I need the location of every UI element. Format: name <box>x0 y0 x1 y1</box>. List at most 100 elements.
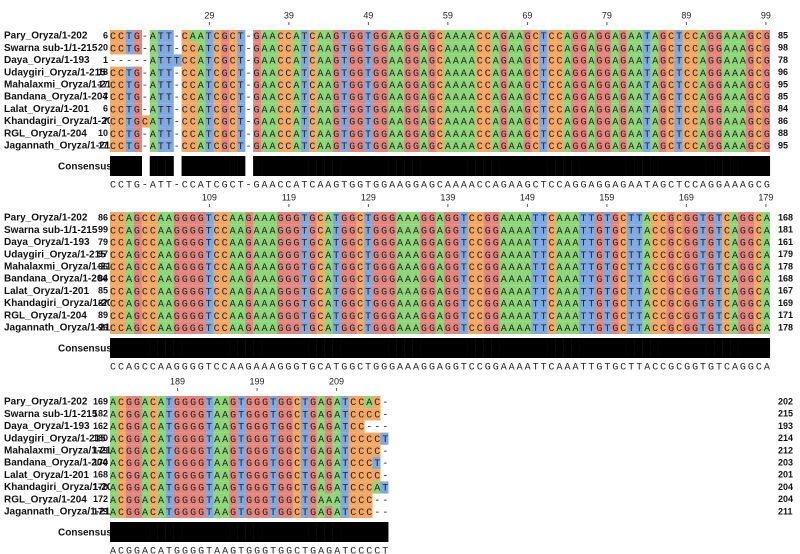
residue-cell <box>690 224 699 237</box>
residue-cell <box>515 273 524 286</box>
residue-cell <box>451 224 460 237</box>
residue-cell <box>507 273 516 286</box>
residue-cell <box>213 30 222 43</box>
residue-cell <box>300 408 309 421</box>
residue-cell <box>229 66 238 79</box>
residue-cell <box>332 481 341 494</box>
residue-cell <box>483 91 492 104</box>
residue-cell <box>531 54 540 67</box>
residue-cell <box>698 115 707 128</box>
residue-cell <box>539 224 548 237</box>
residue-cell <box>261 30 270 43</box>
residue-cell <box>714 103 723 116</box>
residue-cell <box>372 42 381 55</box>
residue-cell <box>229 236 238 249</box>
residue-cell <box>634 103 643 116</box>
residue-cell <box>308 309 317 322</box>
consensus-bar <box>253 522 262 542</box>
ruler-label: 99 <box>761 10 771 20</box>
residue-cell <box>269 54 278 67</box>
residue-cell <box>571 248 580 261</box>
residue-cell <box>149 505 158 518</box>
residue-cell <box>117 78 127 91</box>
residue-cell <box>110 297 119 310</box>
residue-cell <box>245 457 254 470</box>
residue-cell <box>634 297 643 310</box>
residue-cell <box>571 297 580 310</box>
residue-cell <box>571 321 580 334</box>
residue-cell <box>547 54 556 67</box>
consensus-bar <box>587 156 596 176</box>
residue-cell <box>165 309 174 322</box>
residue-cell <box>396 78 405 91</box>
residue-cell <box>125 420 135 433</box>
residue-cell <box>149 42 158 55</box>
residue-cell <box>523 91 532 104</box>
residue-cell <box>658 285 667 298</box>
consensus-bar <box>698 338 707 358</box>
residue-cell <box>173 493 182 506</box>
residue-cell <box>642 78 651 91</box>
residue-cell <box>467 321 476 334</box>
consensus-bar <box>213 338 222 358</box>
start-position: 89 <box>98 310 108 320</box>
residue-cell <box>555 42 564 55</box>
residue-cell <box>698 248 707 261</box>
residue-cell <box>221 66 230 79</box>
residue-cell <box>539 212 548 225</box>
residue-cell <box>316 66 325 79</box>
residue-cell <box>245 469 254 482</box>
residue-cell <box>746 260 755 273</box>
residue-cell <box>412 66 421 79</box>
residue-cell <box>428 212 437 225</box>
consensus-bar <box>173 338 182 358</box>
residue-cell <box>451 30 460 43</box>
residue-cell <box>587 297 596 310</box>
residue-cell <box>428 309 437 322</box>
residue-cell <box>547 309 556 322</box>
end-position: 168 <box>778 273 793 283</box>
sequence: CCTGCATT-CCATCGCT-GAACCATCAAGTGGTGGAAGGA… <box>110 118 770 129</box>
residue-cell <box>253 103 262 116</box>
residue-cell <box>738 309 747 322</box>
residue-cell <box>412 103 421 116</box>
residue-cell <box>221 115 230 128</box>
residue-cell <box>316 42 325 55</box>
residue-cell <box>261 309 270 322</box>
residue-cell <box>324 420 333 433</box>
residue-cell <box>443 248 453 261</box>
residue-cell <box>539 66 548 79</box>
residue-cell <box>125 236 135 249</box>
residue-cell <box>555 115 564 128</box>
residue-cell <box>133 224 142 237</box>
residue-cell <box>467 273 476 286</box>
consensus-bar <box>340 338 349 358</box>
residue-cell <box>316 457 325 470</box>
residue-cell <box>205 505 214 518</box>
residue-cell <box>205 457 214 470</box>
residue-cell <box>189 321 198 334</box>
residue-cell <box>316 432 325 445</box>
start-position: 6 <box>103 104 108 114</box>
residue-cell <box>380 91 389 104</box>
residue-cell <box>602 236 612 249</box>
residue-cell <box>316 469 325 482</box>
end-position: 88 <box>778 128 788 138</box>
residue-cell <box>428 248 437 261</box>
residue-cell <box>714 42 723 55</box>
residue-cell <box>491 103 500 116</box>
consensus-bar <box>459 156 468 176</box>
residue-cell <box>372 481 381 494</box>
residue-cell <box>714 139 723 152</box>
residue-cell <box>539 115 548 128</box>
residue-cell <box>284 212 294 225</box>
residue-cell <box>110 139 119 152</box>
residue-cell <box>149 236 158 249</box>
residue-cell <box>443 297 453 310</box>
residue-cell <box>308 224 317 237</box>
residue-cell <box>308 54 317 67</box>
residue-cell <box>531 91 540 104</box>
consensus-bar <box>563 338 572 358</box>
residue-cell <box>682 212 691 225</box>
residue-cell <box>634 224 643 237</box>
